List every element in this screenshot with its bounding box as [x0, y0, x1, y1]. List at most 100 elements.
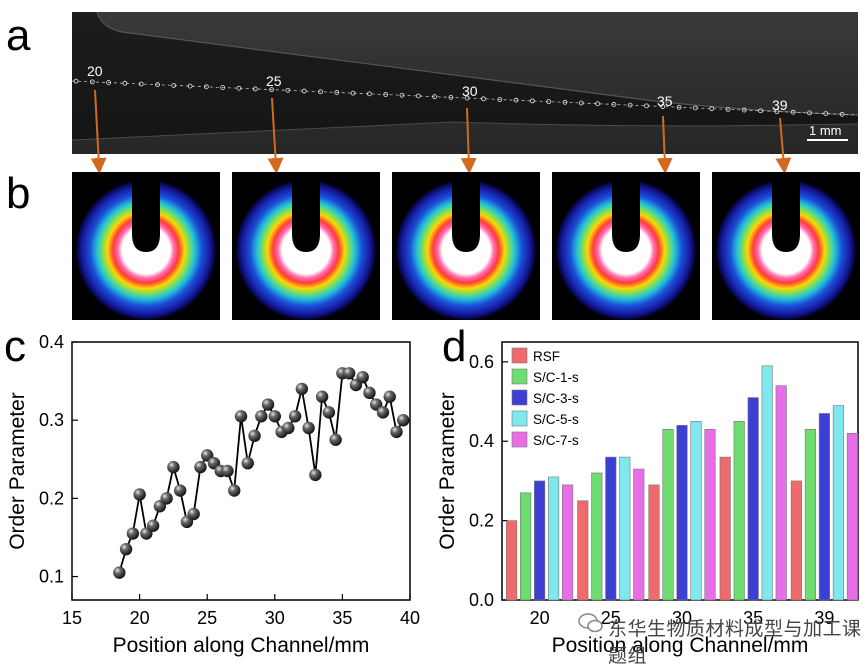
data-point	[234, 410, 248, 423]
bar	[520, 492, 532, 601]
x-tick-label: 20	[130, 608, 150, 628]
data-point	[221, 464, 234, 478]
sampling-point	[578, 100, 584, 106]
sampling-point	[203, 84, 209, 90]
sampling-point	[595, 101, 600, 107]
data-point	[167, 460, 180, 474]
sampling-point	[611, 102, 617, 107]
plot-frame	[71, 341, 411, 601]
x-tick-label: 35	[743, 608, 763, 628]
data-point	[261, 398, 275, 411]
bar	[662, 429, 674, 601]
bar	[846, 432, 858, 601]
data-point	[241, 456, 254, 470]
sampling-point	[187, 83, 193, 89]
y-tick-label: 0.3	[39, 410, 64, 430]
sampling-point	[252, 86, 258, 92]
y-tick-label: 0.2	[39, 488, 64, 508]
y-tick-label: 0.4	[469, 431, 494, 451]
y-tick-label: 0.4	[39, 332, 64, 352]
bar	[804, 429, 816, 601]
y-axis-label: Order Parameter	[436, 392, 459, 550]
data-point	[194, 460, 207, 474]
sampling-point	[709, 106, 715, 112]
scale-bar-label: 1 mm	[809, 123, 842, 138]
diffraction-pattern-30	[392, 172, 540, 320]
legend-swatch	[511, 389, 528, 406]
sampling-point	[693, 105, 698, 111]
bar	[605, 456, 617, 601]
sampling-point	[155, 82, 160, 88]
data-point	[376, 406, 390, 419]
sampling-point	[562, 99, 568, 105]
sampling-point	[448, 94, 454, 100]
data-point	[268, 410, 281, 423]
panel-label-d: d	[442, 322, 467, 371]
sampling-point	[529, 98, 535, 104]
sampling-point	[171, 83, 177, 88]
data-point	[315, 390, 329, 403]
panel-label-b: b	[6, 169, 31, 218]
bar	[704, 429, 716, 601]
chart-d: 0.0 0.2 0.4 0.6 20 25 30 35 39 RSF S/C-1-s S/C-3-…	[436, 341, 859, 657]
trend-line	[118, 372, 404, 573]
x-tick-label: 30	[265, 608, 285, 628]
position-label: 35	[657, 93, 673, 109]
data-point	[228, 484, 241, 497]
data-point	[187, 507, 200, 521]
data-point	[288, 410, 302, 423]
sampling-point	[432, 94, 438, 100]
bar	[690, 421, 702, 601]
data-point	[133, 488, 146, 501]
y-axis-label: Order Parameter	[6, 392, 29, 550]
sampling-point	[823, 111, 829, 117]
bar	[506, 520, 518, 601]
bar	[562, 484, 574, 601]
sampling-point	[285, 87, 291, 93]
bar	[775, 385, 787, 601]
sampling-point	[660, 104, 666, 109]
sampling-point	[741, 107, 747, 113]
data-point	[363, 386, 376, 400]
data-point	[342, 367, 356, 380]
diffraction-pattern-20	[72, 172, 220, 320]
legend-label: S/C-7-s	[533, 433, 579, 448]
sampling-point	[334, 90, 340, 95]
data-point	[295, 382, 309, 396]
data-point	[146, 519, 160, 532]
data-point	[322, 406, 336, 419]
x-tick-label: 35	[332, 608, 352, 628]
sampling-point	[644, 103, 649, 109]
data-point	[329, 433, 342, 446]
diffraction-pattern-25	[232, 172, 380, 320]
sampling-point	[236, 85, 242, 91]
bar	[648, 484, 660, 601]
bar	[591, 472, 603, 601]
sampling-point	[122, 80, 128, 86]
diffraction-pattern-39	[712, 172, 860, 320]
bar	[534, 480, 546, 601]
sampling-point	[399, 92, 405, 98]
sampling-point	[220, 85, 226, 90]
channel-micrograph: 20 25 30 35 39 1 mm	[72, 12, 858, 154]
legend-label: S/C-3-s	[533, 391, 579, 406]
data-point	[309, 468, 322, 482]
legend-label: RSF	[533, 349, 560, 364]
bar	[619, 456, 631, 601]
sampling-point	[497, 97, 503, 102]
x-axis-label: Position along Channel/mm	[552, 634, 809, 657]
data-point	[302, 421, 315, 435]
sampling-point	[676, 104, 682, 110]
sampling-point	[89, 79, 95, 85]
sampling-point	[106, 80, 111, 85]
legend: RSF S/C-1-s S/C-3-s S/C-5-s S/C-7-s	[511, 347, 579, 448]
sampling-point	[774, 109, 780, 114]
data-point	[173, 484, 187, 497]
data-point	[390, 425, 403, 439]
sampling-point	[758, 108, 763, 114]
bar	[719, 456, 731, 601]
legend-swatch	[511, 347, 528, 364]
sampling-point	[269, 87, 275, 93]
x-tick-label: 25	[197, 608, 217, 628]
bar	[761, 365, 773, 601]
